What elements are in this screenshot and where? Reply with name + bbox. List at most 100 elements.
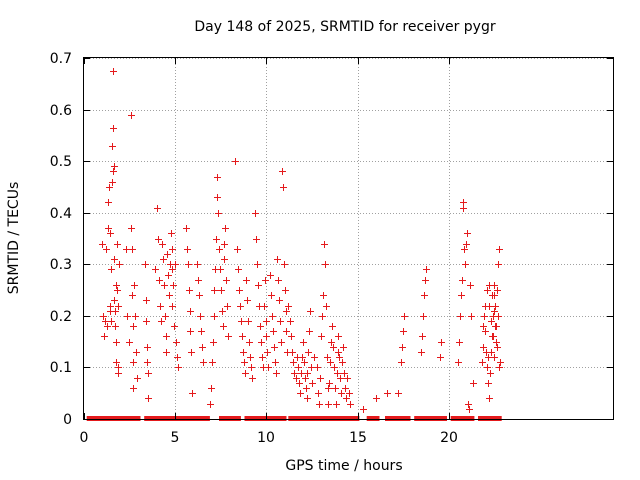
data-point <box>488 349 495 356</box>
data-point <box>455 359 462 366</box>
data-point <box>216 246 223 253</box>
data-point <box>305 349 312 356</box>
data-point <box>242 370 249 377</box>
zero-data-points <box>219 416 241 421</box>
data-point <box>249 375 256 382</box>
data-point <box>269 313 276 320</box>
data-point <box>102 318 109 325</box>
zero-data-points <box>244 416 287 421</box>
data-point <box>214 174 221 181</box>
data-point <box>108 266 115 273</box>
data-point <box>262 277 269 284</box>
data-point <box>163 349 170 356</box>
data-point <box>285 303 292 310</box>
data-point <box>265 364 272 371</box>
data-point <box>165 272 172 279</box>
data-point <box>495 261 502 268</box>
data-point <box>289 349 296 356</box>
data-point <box>100 313 107 320</box>
data-point <box>338 390 345 397</box>
y-tick-label: 0.3 <box>50 257 72 273</box>
data-point <box>144 344 151 351</box>
data-point <box>296 380 303 387</box>
data-point <box>263 333 270 340</box>
data-point <box>316 401 323 408</box>
data-point <box>492 303 499 310</box>
data-point <box>211 287 218 294</box>
data-point <box>398 359 405 366</box>
data-point <box>295 364 302 371</box>
zero-data-points <box>288 416 360 421</box>
data-point <box>187 308 194 315</box>
data-point <box>491 354 498 361</box>
data-point <box>244 297 251 304</box>
data-point <box>161 282 168 289</box>
chart-title: Day 148 of 2025, SRMTID for receiver pyg… <box>194 19 495 35</box>
data-point <box>128 112 135 119</box>
data-point <box>277 318 284 325</box>
data-point <box>196 292 203 299</box>
data-point <box>253 236 260 243</box>
data-point <box>164 251 171 258</box>
data-point <box>110 68 117 75</box>
data-point <box>301 359 308 366</box>
data-point <box>272 359 279 366</box>
x-tick-label: 15 <box>349 430 367 446</box>
data-point <box>111 297 118 304</box>
data-point <box>490 333 497 340</box>
data-point <box>384 390 391 397</box>
data-point <box>326 380 333 387</box>
data-point <box>123 246 130 253</box>
data-point <box>462 261 469 268</box>
data-point <box>335 333 342 340</box>
y-tick-label: 0.2 <box>50 309 72 325</box>
data-point <box>467 282 474 289</box>
data-point <box>293 375 300 382</box>
data-point <box>304 395 311 402</box>
data-point <box>486 395 493 402</box>
data-point <box>274 256 281 263</box>
zero-data-points <box>86 416 141 421</box>
data-point <box>485 380 492 387</box>
x-axis-label: GPS time / hours <box>285 458 402 474</box>
data-point <box>106 184 113 191</box>
data-point <box>334 370 341 377</box>
zero-data-points <box>478 416 502 421</box>
data-point <box>221 241 228 248</box>
data-point <box>419 333 426 340</box>
data-point <box>395 390 402 397</box>
data-point <box>480 344 487 351</box>
data-point <box>488 318 495 325</box>
zero-data-points <box>366 416 380 421</box>
data-point <box>112 308 119 315</box>
data-point <box>113 282 120 289</box>
data-point <box>162 313 169 320</box>
y-tick-label: 0.5 <box>50 154 72 170</box>
data-point <box>281 261 288 268</box>
data-point <box>279 168 286 175</box>
data-point <box>197 313 204 320</box>
zero-data-points <box>450 416 475 421</box>
data-point <box>437 354 444 361</box>
plot-frame <box>83 57 614 420</box>
data-point <box>257 323 264 330</box>
data-point <box>109 143 116 150</box>
data-point <box>420 313 427 320</box>
data-point <box>486 282 493 289</box>
data-point <box>105 199 112 206</box>
data-point <box>145 395 152 402</box>
data-point <box>457 313 464 320</box>
data-point <box>254 261 261 268</box>
data-point <box>464 230 471 237</box>
data-point <box>131 282 138 289</box>
data-point <box>400 328 407 335</box>
data-point <box>107 230 114 237</box>
data-point <box>360 406 367 413</box>
data-point <box>495 313 502 320</box>
data-point <box>130 359 137 366</box>
data-point <box>184 246 191 253</box>
data-point <box>234 246 241 253</box>
data-point <box>303 385 310 392</box>
data-point <box>109 179 116 186</box>
data-point <box>401 313 408 320</box>
